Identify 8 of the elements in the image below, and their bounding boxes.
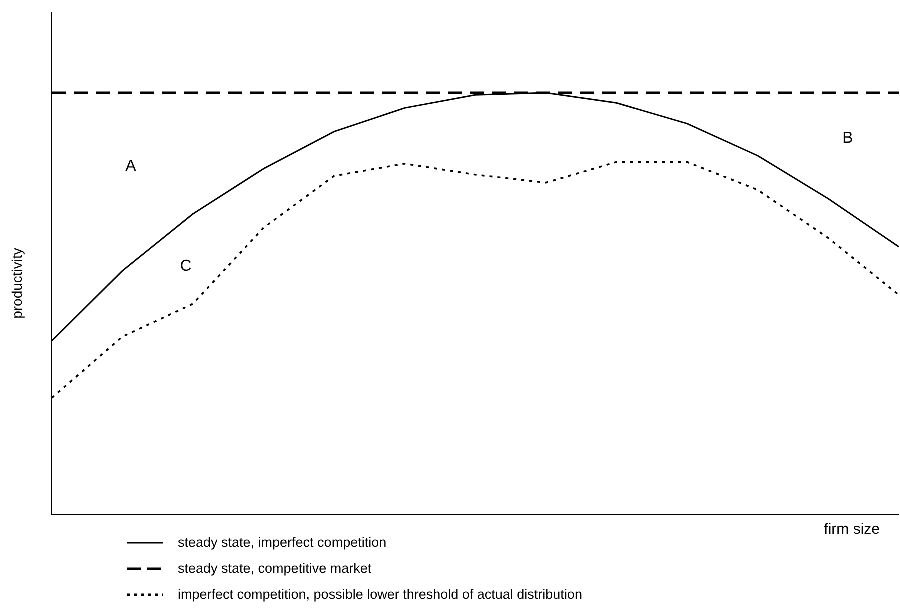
x-axis-title: firm size — [824, 521, 880, 538]
annotation: B — [842, 130, 854, 148]
y-axis-title: productivity — [9, 248, 25, 319]
legend-label: steady state, competitive market — [178, 561, 372, 576]
legend-label: imperfect competition, possible lower threshold of actual distribution — [178, 587, 582, 602]
annotation: A — [126, 158, 137, 176]
annotation: C — [180, 258, 192, 276]
legend-label: steady state, imperfect competition — [178, 535, 387, 550]
